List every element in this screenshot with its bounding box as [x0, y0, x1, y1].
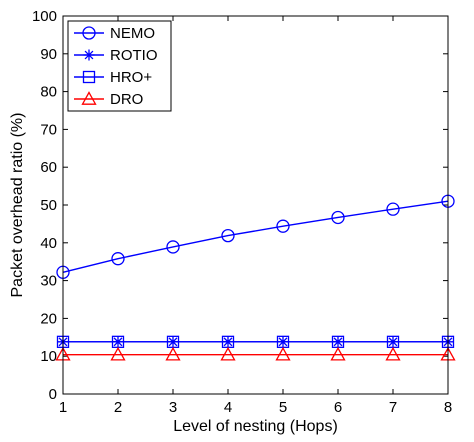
- x-tick-label: 7: [389, 399, 397, 416]
- data-point-triangle: [110, 346, 126, 361]
- legend-item: HRO+: [74, 69, 152, 86]
- y-axis-label: Packet overhead ratio (%): [9, 113, 26, 298]
- y-tick-label: 50: [40, 197, 57, 214]
- x-tick-label: 6: [334, 399, 342, 416]
- data-point-circle: [276, 219, 290, 233]
- legend-marker-square: [82, 70, 96, 84]
- x-tick-label: 4: [224, 399, 232, 416]
- data-point-triangle: [385, 346, 401, 361]
- y-tick-label: 30: [40, 273, 57, 290]
- legend-item: ROTIO: [74, 47, 158, 64]
- y-tick-label: 0: [49, 386, 57, 403]
- y-tick-label: 70: [40, 121, 57, 138]
- data-point-triangle: [220, 346, 236, 361]
- legend: NEMO ROTIO HRO+ DRO: [67, 20, 172, 112]
- legend-label: NEMO: [110, 25, 155, 42]
- x-tick-label: 2: [114, 399, 122, 416]
- x-axis-label: Level of nesting (Hops): [173, 418, 338, 435]
- y-tick-label: 90: [40, 46, 57, 63]
- legend-marker-circle: [82, 26, 96, 40]
- y-tick-label: 10: [40, 348, 57, 365]
- data-point-triangle: [330, 346, 346, 361]
- y-tick-label: 100: [32, 8, 57, 25]
- series-nemo: [56, 194, 455, 279]
- legend-label: DRO: [110, 91, 143, 108]
- y-tick-label: 20: [40, 310, 57, 327]
- legend-box: [67, 20, 172, 112]
- data-point-triangle: [165, 346, 181, 361]
- legend-marker-triangle: [81, 91, 97, 105]
- data-point-circle: [166, 240, 180, 254]
- series-line: [62, 200, 449, 273]
- data-point-circle: [111, 252, 125, 266]
- x-tick-label: 5: [279, 399, 287, 416]
- y-tick-label: 80: [40, 84, 57, 101]
- x-tick-label: 3: [169, 399, 177, 416]
- legend-label: ROTIO: [110, 47, 158, 64]
- data-point-circle: [221, 228, 235, 243]
- legend-item: DRO: [74, 91, 143, 108]
- data-point-circle: [331, 210, 345, 225]
- series-dro: [55, 346, 456, 361]
- legend-item: NEMO: [74, 25, 155, 42]
- y-tick-label: 40: [40, 235, 57, 252]
- y-tick-label: 60: [40, 159, 57, 176]
- legend-marker-asterisk: [83, 49, 95, 61]
- legend-label: HRO+: [110, 69, 152, 86]
- data-point-circle: [386, 202, 400, 216]
- data-point-triangle: [275, 346, 291, 361]
- plot-frame: [62, 15, 449, 395]
- x-tick-label: 8: [444, 399, 452, 416]
- x-tick-label: 1: [59, 399, 67, 416]
